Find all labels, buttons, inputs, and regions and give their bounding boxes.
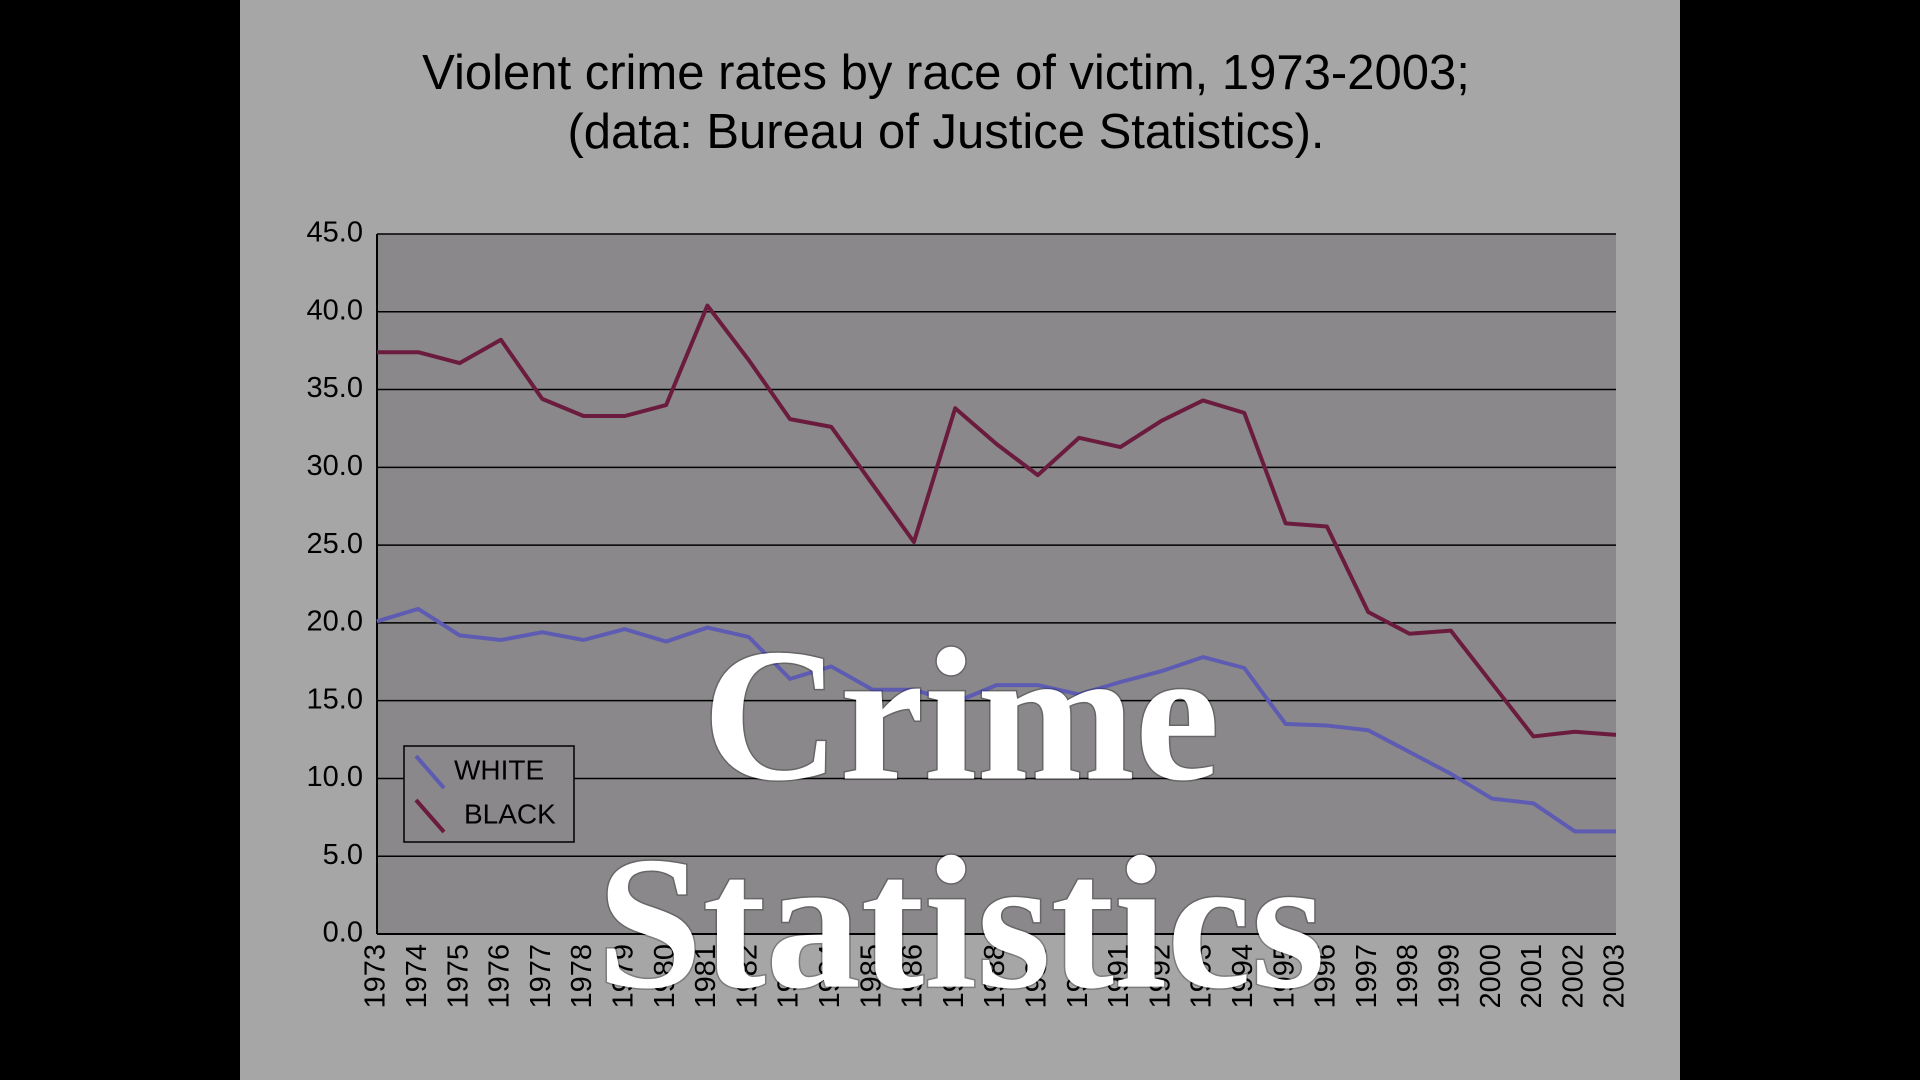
- x-tick-label: 1979: [607, 944, 639, 1009]
- data-line: [376, 606, 1616, 834]
- x-tick-label: 1985: [855, 944, 887, 1009]
- x-tick-label: 1986: [897, 944, 929, 1009]
- y-tick-label: 15.0: [307, 683, 363, 715]
- chart-subtitle: (data: Bureau of Justice Statistics).: [567, 105, 1324, 159]
- x-tick-label: 1996: [1310, 944, 1342, 1009]
- y-tick-label: 25.0: [307, 528, 363, 560]
- y-tick-label: 40.0: [307, 294, 363, 326]
- x-tick-label: 2003: [1599, 944, 1631, 1009]
- x-tick-label: 1989: [1020, 944, 1052, 1009]
- x-tick-label: 1987: [938, 944, 970, 1009]
- x-tick-label: 1990: [1062, 944, 1094, 1009]
- x-tick-label: 1993: [1186, 944, 1218, 1009]
- legend-box: [403, 745, 575, 843]
- x-tick-label: 1984: [814, 944, 846, 1009]
- x-tick-label: 2002: [1557, 944, 1589, 1009]
- plot-area: [377, 234, 1616, 934]
- legend-swatch: [414, 798, 446, 834]
- legend-label: WHITE: [454, 754, 544, 785]
- x-tick-label: 1995: [1268, 944, 1300, 1009]
- x-tick-label: 1978: [566, 944, 598, 1009]
- x-tick-label: 1998: [1392, 944, 1424, 1009]
- x-tick-label: 1981: [690, 944, 722, 1009]
- x-tick-label: 1977: [525, 944, 557, 1009]
- legend: WHITE BLACK: [403, 745, 575, 843]
- data-line: [377, 303, 1617, 739]
- x-tick-label: 1983: [773, 944, 805, 1009]
- y-tick-label: 5.0: [323, 839, 363, 871]
- x-tick-label: 1976: [484, 944, 516, 1009]
- x-tick-label: 1974: [401, 944, 433, 1009]
- x-tick-label: 1980: [649, 944, 681, 1009]
- x-tick-label: 1973: [360, 944, 392, 1009]
- x-tick-label: 1992: [1144, 944, 1176, 1009]
- legend-label: BLACK: [464, 798, 556, 829]
- chart: 0.0 5.0 10.0 15.0 20.0 25.0 30.0 35.0 40.0 45.0 19…: [307, 217, 1631, 1009]
- x-tick-label: 1997: [1351, 944, 1383, 1009]
- y-tick-label: 10.0: [307, 761, 363, 793]
- x-tick-label: 1991: [1103, 944, 1135, 1009]
- y-tick-label: 20.0: [307, 606, 363, 638]
- y-tick-label: 35.0: [307, 372, 363, 404]
- x-tick-label: 2000: [1475, 944, 1507, 1009]
- y-tick-label: 45.0: [307, 217, 363, 249]
- legend-swatch: [414, 754, 446, 790]
- x-tick-label: 1999: [1433, 944, 1465, 1009]
- x-tick-label: 1988: [979, 944, 1011, 1009]
- x-tick-label: 1994: [1227, 944, 1259, 1009]
- banner-text: Statistics: [597, 819, 1325, 1029]
- chart-title: Violent crime rates by race of victim, 1…: [422, 46, 1470, 100]
- y-tick-label: 0.0: [323, 917, 363, 949]
- x-tick-label: 2001: [1516, 944, 1548, 1009]
- x-tick-label: 1975: [442, 944, 474, 1009]
- banner-text: Crime: [703, 611, 1220, 821]
- y-tick-label: 30.0: [307, 450, 363, 482]
- x-tick-label: 1982: [731, 944, 763, 1009]
